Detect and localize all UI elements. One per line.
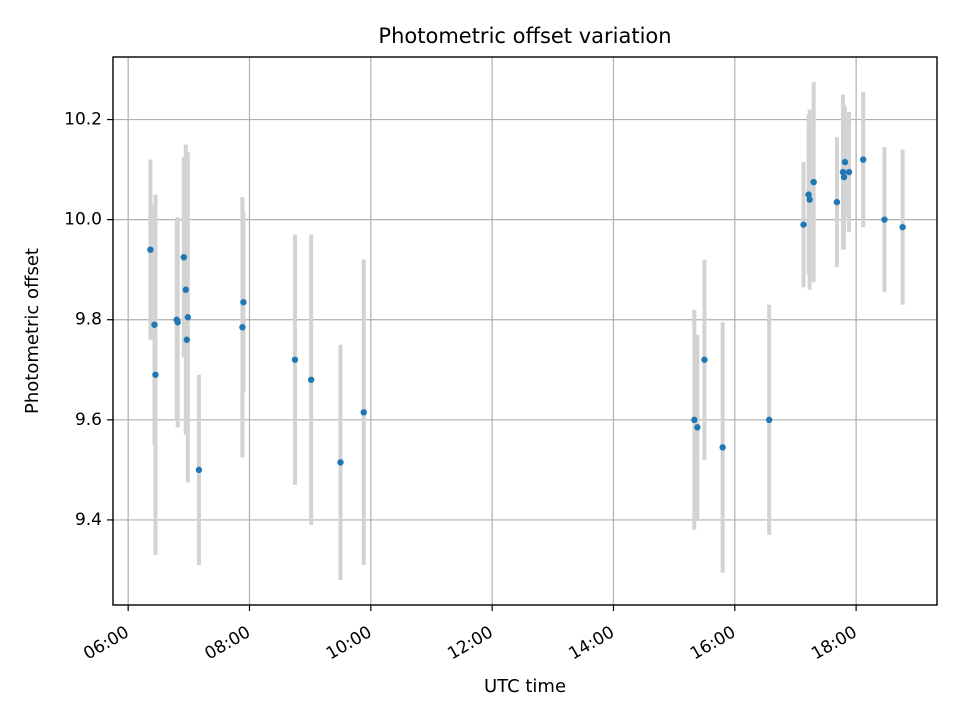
plot-frame [112,56,938,606]
data-point [147,246,154,253]
data-point [183,336,191,343]
data-point [839,168,847,176]
data-point [840,173,848,181]
y-tick-label: 9.8 [75,310,102,330]
data-point [151,321,158,328]
grid-layer [113,57,937,605]
y-tick-label: 10.2 [64,110,102,130]
data-point [694,424,701,431]
data-point [691,416,698,424]
data-point [184,314,192,321]
data-point [152,371,159,378]
y-tick-label: 9.6 [75,410,102,430]
data-point [800,221,807,228]
data-point [845,168,853,176]
y-axis-label: Photometric offset [22,248,43,414]
data-point [360,409,367,416]
data-point [195,466,203,474]
x-axis-label: UTC time [484,676,566,697]
data-point [239,324,246,331]
data-point [182,286,189,293]
data-point [719,444,726,451]
data-point [881,216,888,223]
data-point [307,376,315,383]
data-point [859,156,867,163]
data-point [337,459,344,466]
data-point [701,356,708,363]
data-point [180,253,187,261]
data-point [805,191,812,198]
data-point [899,223,906,231]
data-point [841,158,849,166]
data-point [765,416,773,424]
point-layer [147,156,906,474]
data-point [174,319,181,326]
y-tick-label: 9.4 [75,510,102,530]
chart-title: Photometric offset variation [378,24,671,48]
data-point [810,178,817,186]
data-point [240,299,247,306]
y-tick-label: 10.0 [64,210,102,230]
data-point [806,196,813,203]
data-point [833,198,841,206]
data-point [291,356,299,363]
